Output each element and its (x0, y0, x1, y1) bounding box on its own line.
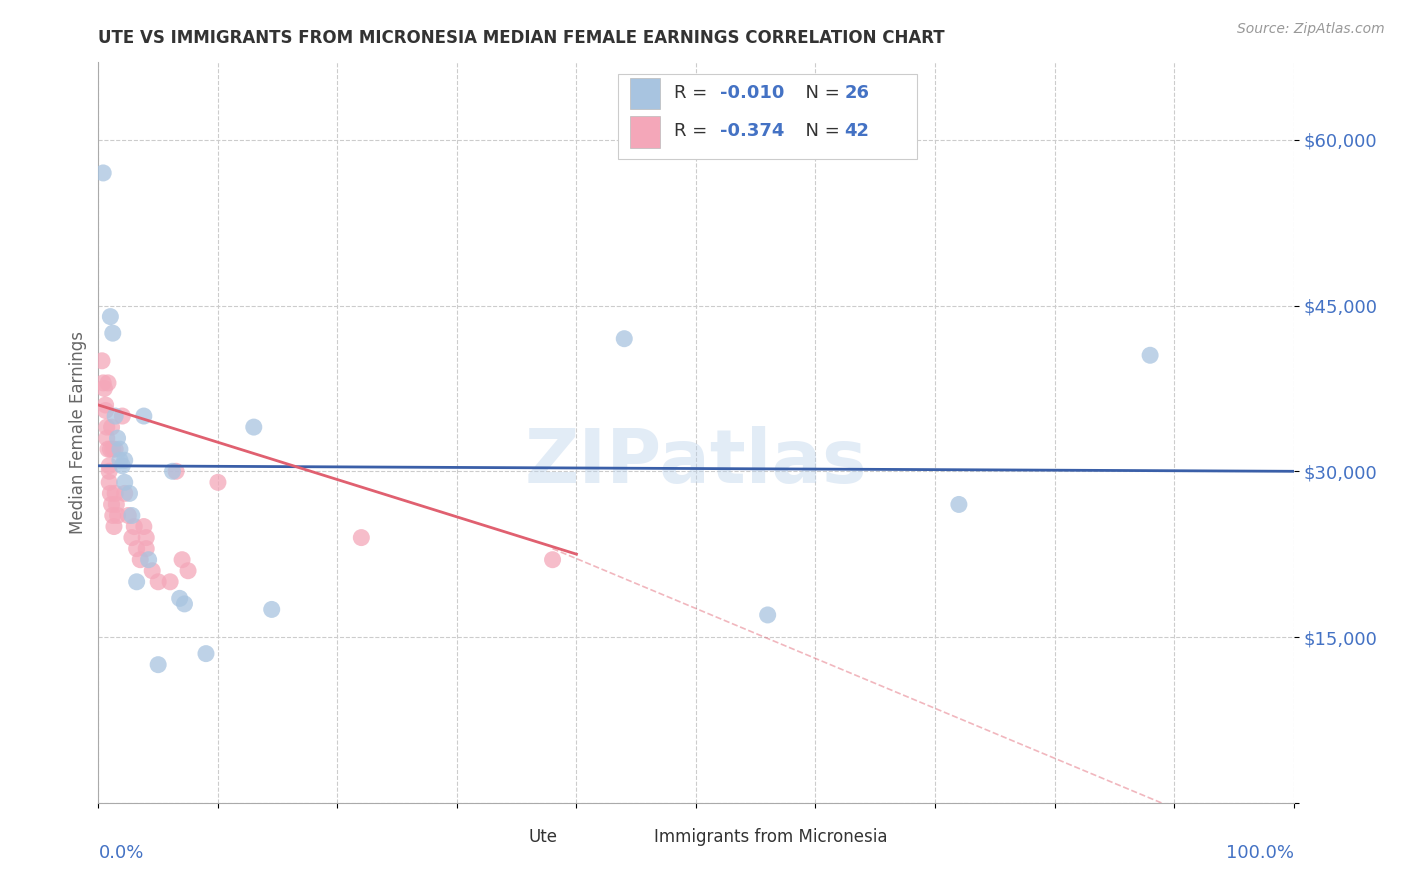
Point (541, 552, 564, 566)
Point (172, 552, 194, 566)
Text: -0.010: -0.010 (720, 84, 785, 102)
Point (94, 398, 117, 412)
Point (111, 409, 134, 423)
Point (98, 442, 122, 457)
Point (118, 486, 141, 500)
Point (121, 531, 143, 545)
Point (98, 310, 122, 324)
Point (101, 326, 124, 341)
Point (100, 420, 122, 434)
Point (138, 552, 160, 566)
Point (121, 508, 143, 523)
Point (101, 442, 124, 457)
Point (132, 519, 155, 533)
Point (108, 442, 131, 457)
Point (97, 442, 120, 457)
Point (98, 486, 122, 500)
Text: UTE VS IMMIGRANTS FROM MICRONESIA MEDIAN FEMALE EARNINGS CORRELATION CHART: UTE VS IMMIGRANTS FROM MICRONESIA MEDIAN… (98, 29, 945, 47)
Point (111, 458, 134, 473)
Text: 0.0%: 0.0% (98, 844, 143, 862)
Point (350, 531, 373, 545)
Point (98, 464, 121, 478)
Text: R =: R = (675, 122, 713, 140)
Point (135, 541, 157, 556)
Text: -0.374: -0.374 (720, 122, 785, 140)
Text: N =: N = (794, 122, 845, 140)
Point (173, 597, 195, 611)
Point (96, 431, 118, 445)
Point (97, 376, 120, 390)
Point (105, 498, 128, 512)
Text: Source: ZipAtlas.com: Source: ZipAtlas.com (1237, 22, 1385, 37)
Point (91, 376, 114, 390)
Point (96, 420, 118, 434)
Point (243, 420, 266, 434)
Point (132, 409, 155, 423)
Point (124, 519, 146, 533)
Point (260, 602, 283, 616)
Point (107, 508, 129, 523)
Point (101, 508, 124, 523)
Text: ZIPatlas: ZIPatlas (524, 425, 868, 499)
Point (104, 442, 127, 457)
FancyBboxPatch shape (630, 117, 661, 147)
Point (125, 574, 148, 589)
Text: R =: R = (675, 84, 713, 102)
Text: Immigrants from Micronesia: Immigrants from Micronesia (654, 828, 887, 846)
Text: 100.0%: 100.0% (1226, 844, 1294, 862)
Point (114, 486, 136, 500)
FancyBboxPatch shape (630, 78, 661, 109)
Point (207, 475, 229, 490)
Point (108, 453, 131, 467)
Point (103, 519, 125, 533)
Point (195, 647, 218, 661)
Text: N =: N = (794, 84, 845, 102)
Point (114, 475, 136, 490)
Y-axis label: Median Female Earnings: Median Female Earnings (69, 331, 87, 534)
Point (91, 353, 114, 368)
Point (104, 486, 127, 500)
Point (177, 564, 200, 578)
Text: Ute: Ute (529, 828, 558, 846)
Point (135, 531, 157, 545)
Point (114, 453, 136, 467)
Point (93, 381, 115, 395)
Point (162, 464, 184, 478)
Point (169, 591, 191, 606)
Point (148, 574, 170, 589)
Point (117, 508, 139, 523)
Point (1139, 348, 1161, 362)
Point (613, 332, 636, 346)
FancyBboxPatch shape (619, 824, 647, 849)
Point (159, 574, 181, 589)
Point (100, 498, 122, 512)
Point (94, 403, 117, 417)
Point (165, 464, 187, 478)
Point (98, 458, 121, 473)
Point (125, 541, 148, 556)
Point (98, 475, 121, 490)
Point (948, 498, 970, 512)
Point (141, 564, 163, 578)
Text: 26: 26 (844, 84, 869, 102)
Point (129, 552, 152, 566)
Point (91, 166, 114, 180)
Point (148, 657, 170, 672)
Point (107, 431, 129, 445)
FancyBboxPatch shape (494, 824, 522, 849)
Point (756, 607, 779, 622)
FancyBboxPatch shape (619, 73, 917, 159)
Text: 42: 42 (844, 122, 869, 140)
Point (104, 409, 127, 423)
